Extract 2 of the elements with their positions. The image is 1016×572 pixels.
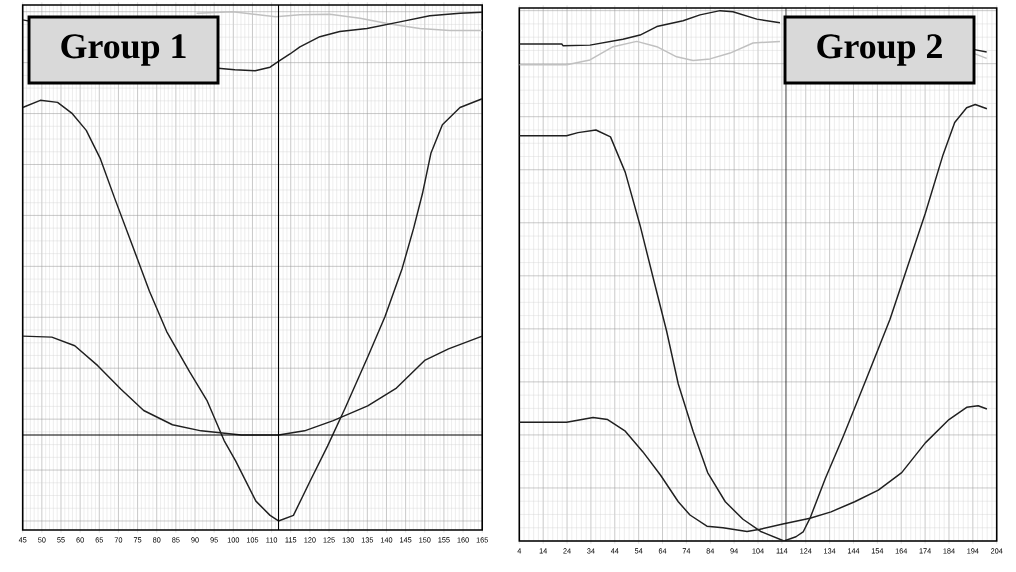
- text: Group 2: [817, 34, 942, 66]
- text: Group 1: [61, 34, 186, 66]
